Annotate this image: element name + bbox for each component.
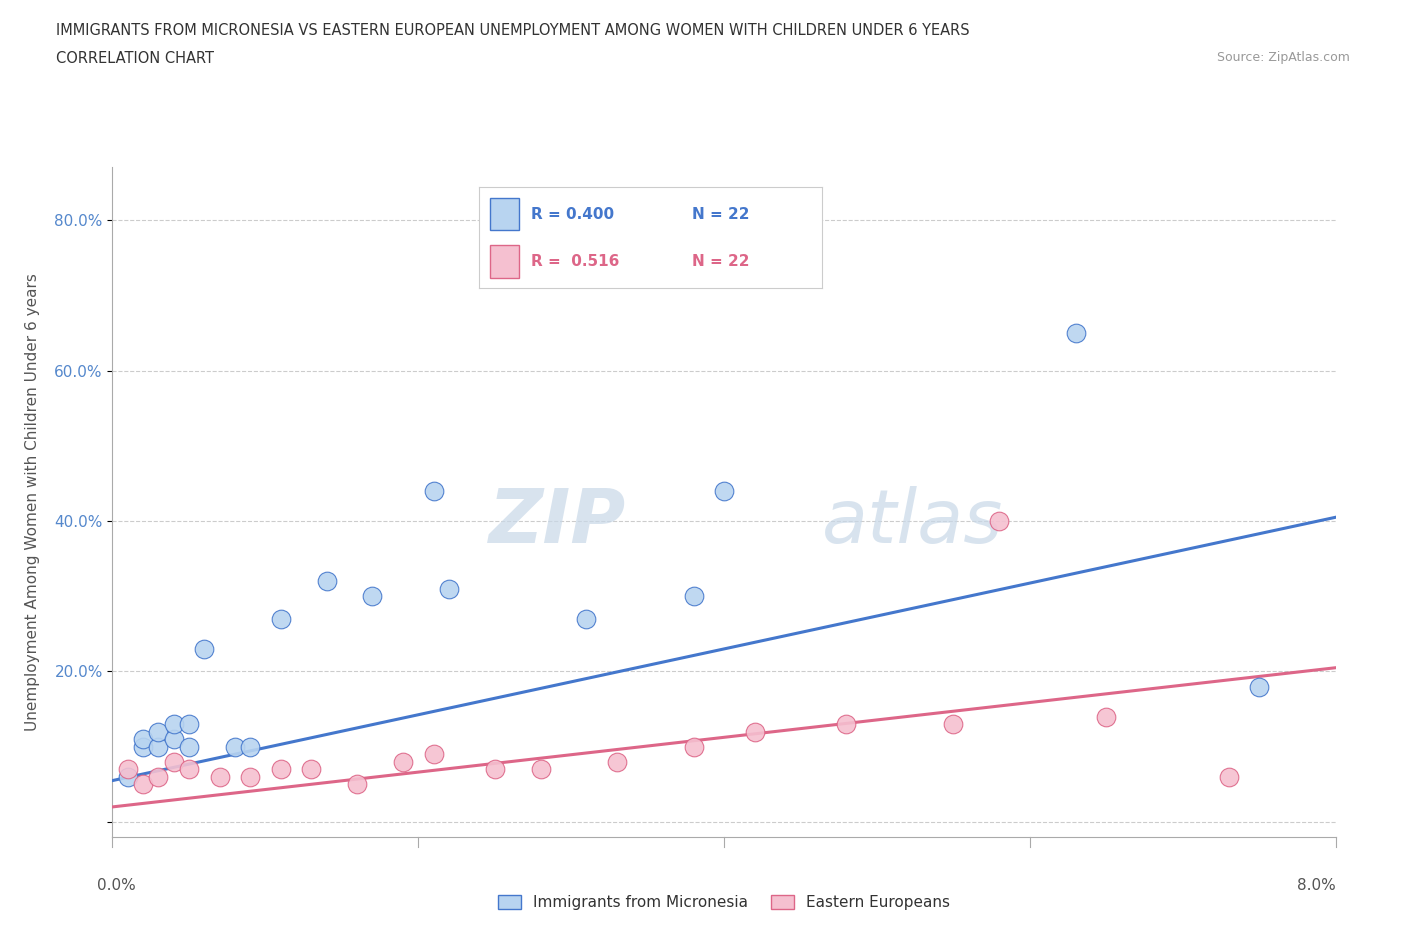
- Point: [529, 762, 551, 777]
- Point: [270, 762, 292, 777]
- Point: [942, 717, 965, 732]
- Point: [484, 762, 506, 777]
- Y-axis label: Unemployment Among Women with Children Under 6 years: Unemployment Among Women with Children U…: [25, 273, 41, 731]
- Point: [835, 717, 858, 732]
- Point: [163, 754, 186, 769]
- Text: ZIP: ZIP: [489, 485, 626, 559]
- Point: [606, 754, 628, 769]
- Point: [163, 732, 186, 747]
- Point: [208, 769, 231, 784]
- Text: atlas: atlas: [823, 486, 1004, 558]
- Point: [1218, 769, 1240, 784]
- Text: CORRELATION CHART: CORRELATION CHART: [56, 51, 214, 66]
- Text: 0.0%: 0.0%: [97, 878, 136, 894]
- Point: [346, 777, 368, 791]
- Point: [437, 581, 460, 596]
- Text: 8.0%: 8.0%: [1296, 878, 1336, 894]
- Point: [422, 484, 444, 498]
- Point: [148, 739, 170, 754]
- Point: [988, 513, 1011, 528]
- Point: [132, 777, 155, 791]
- Point: [270, 611, 292, 626]
- Point: [177, 717, 200, 732]
- Point: [713, 484, 735, 498]
- Point: [239, 739, 262, 754]
- Point: [299, 762, 322, 777]
- Text: Source: ZipAtlas.com: Source: ZipAtlas.com: [1216, 51, 1350, 64]
- Point: [392, 754, 415, 769]
- Legend: Immigrants from Micronesia, Eastern Europeans: Immigrants from Micronesia, Eastern Euro…: [492, 889, 956, 916]
- Point: [148, 724, 170, 739]
- Point: [1095, 710, 1118, 724]
- Text: IMMIGRANTS FROM MICRONESIA VS EASTERN EUROPEAN UNEMPLOYMENT AMONG WOMEN WITH CHI: IMMIGRANTS FROM MICRONESIA VS EASTERN EU…: [56, 23, 970, 38]
- Point: [177, 762, 200, 777]
- Point: [422, 747, 444, 762]
- Point: [1249, 679, 1271, 694]
- Point: [163, 717, 186, 732]
- Point: [315, 574, 337, 589]
- Point: [744, 724, 766, 739]
- Point: [682, 589, 704, 604]
- Point: [361, 589, 384, 604]
- Point: [117, 762, 139, 777]
- Point: [193, 642, 215, 657]
- Point: [1064, 326, 1087, 340]
- Point: [575, 611, 598, 626]
- Point: [132, 732, 155, 747]
- Point: [682, 739, 704, 754]
- Point: [239, 769, 262, 784]
- Point: [177, 739, 200, 754]
- Point: [132, 739, 155, 754]
- Point: [148, 769, 170, 784]
- Point: [117, 769, 139, 784]
- Point: [224, 739, 246, 754]
